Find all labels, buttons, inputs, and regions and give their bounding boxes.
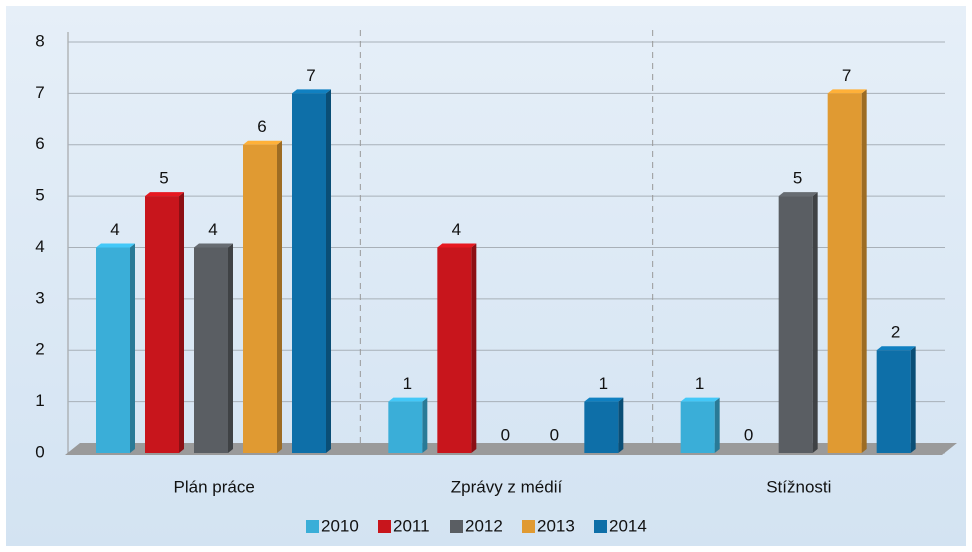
y-tick-label: 7	[35, 83, 44, 102]
bar-side	[471, 243, 477, 453]
legend-label: 2011	[393, 516, 430, 535]
bar	[584, 401, 619, 453]
bar-top	[876, 346, 916, 351]
y-tick-label: 8	[35, 31, 44, 50]
bar-top	[145, 192, 184, 197]
bar-top	[437, 243, 477, 248]
bar-top	[243, 140, 282, 145]
x-tick-label: Plán práce	[174, 477, 255, 496]
y-tick-label: 0	[35, 442, 44, 461]
x-tick-label: Zprávy z médií	[451, 477, 563, 496]
data-label: 1	[599, 374, 608, 393]
bar-top	[680, 397, 720, 402]
bar-side	[179, 192, 184, 453]
legend-swatch	[450, 520, 463, 533]
bar	[292, 93, 326, 453]
bar-side	[277, 140, 282, 453]
legend-swatch	[522, 520, 535, 533]
bar-side	[130, 243, 135, 453]
bar-top	[388, 397, 428, 402]
y-tick-label: 3	[35, 288, 44, 307]
y-tick-label: 6	[35, 134, 44, 153]
bar	[145, 196, 179, 453]
bar-side	[228, 243, 233, 453]
legend-swatch	[378, 520, 391, 533]
legend-swatch	[594, 520, 607, 533]
bar-side	[812, 192, 818, 453]
legend-swatch	[306, 520, 319, 533]
y-tick-label: 4	[35, 237, 44, 256]
bar	[437, 247, 472, 453]
legend-label: 2010	[321, 516, 359, 535]
data-label: 0	[744, 425, 753, 444]
data-label: 6	[257, 117, 266, 136]
bar-side	[422, 397, 428, 453]
legend-label: 2014	[609, 516, 647, 535]
bar-side	[910, 346, 916, 453]
bar-top	[96, 243, 135, 248]
data-label: 7	[306, 66, 315, 85]
x-tick-label: Stížnosti	[766, 477, 831, 496]
y-tick-label: 1	[35, 391, 44, 410]
bar	[778, 196, 813, 453]
legend-label: 2013	[537, 516, 575, 535]
bar	[194, 247, 228, 453]
data-label: 5	[793, 169, 802, 188]
y-tick-label: 5	[35, 186, 44, 205]
bar	[96, 247, 130, 453]
bar-top	[778, 192, 818, 197]
data-label: 1	[695, 374, 704, 393]
bar	[388, 401, 423, 453]
bar	[680, 401, 715, 453]
data-label: 0	[501, 425, 510, 444]
legend-label: 2012	[465, 516, 503, 535]
data-label: 5	[159, 169, 168, 188]
bar	[243, 144, 277, 453]
data-label: 4	[208, 220, 217, 239]
data-label: 1	[403, 374, 412, 393]
data-label: 4	[452, 220, 461, 239]
bar-top	[194, 243, 233, 248]
bar-side	[618, 397, 624, 453]
bars	[96, 89, 916, 453]
bar-side	[714, 397, 720, 453]
floor	[65, 443, 957, 455]
bar-top	[292, 89, 331, 94]
bar-top	[827, 89, 867, 94]
bar-top	[584, 397, 624, 402]
y-tick-label: 2	[35, 340, 44, 359]
bar-side	[326, 89, 331, 453]
bar	[876, 350, 911, 453]
bar-side	[861, 89, 867, 453]
data-label: 7	[842, 66, 851, 85]
bar	[827, 93, 862, 453]
data-label: 2	[891, 323, 900, 342]
data-label: 4	[110, 220, 119, 239]
data-label: 0	[550, 425, 559, 444]
